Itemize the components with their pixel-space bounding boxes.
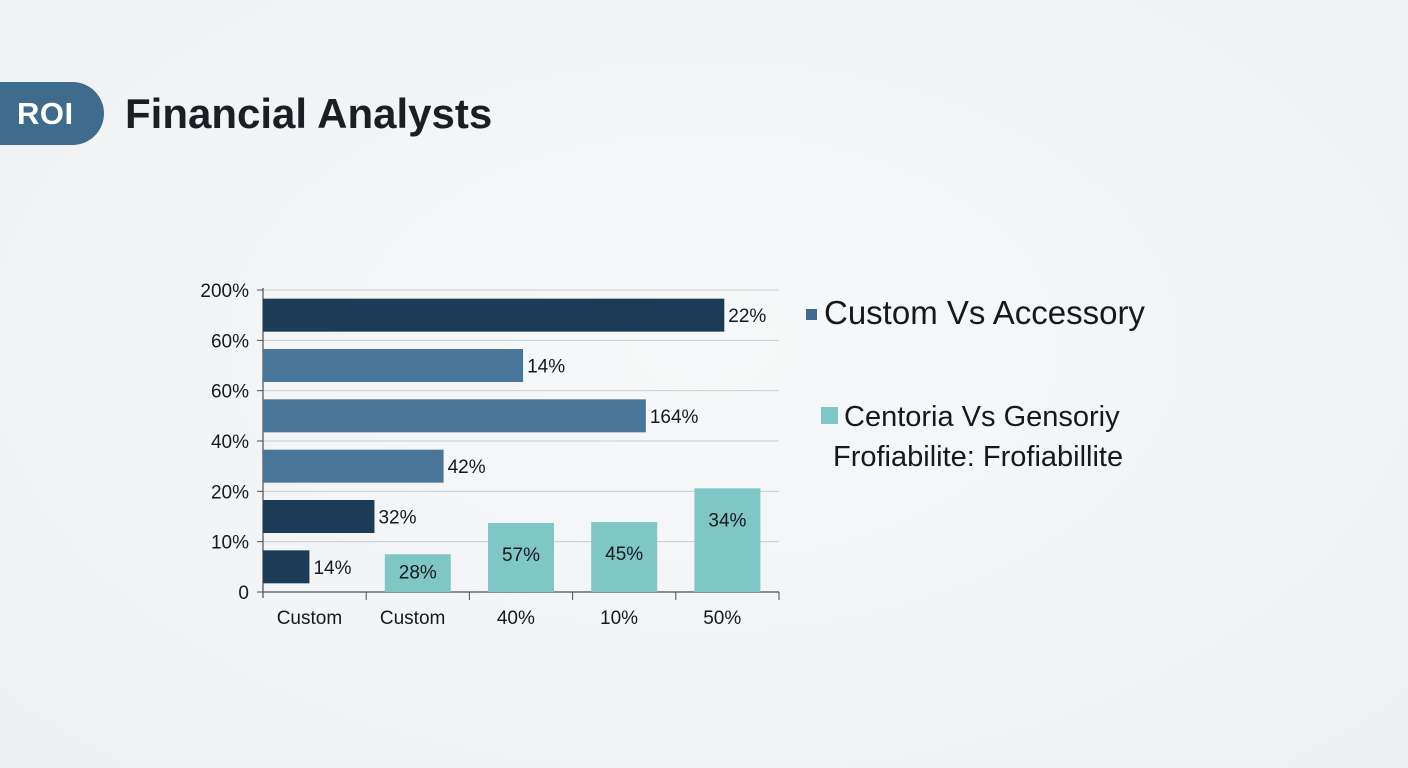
horizontal-bar [263,550,310,584]
vertical-bar-label: 34% [708,510,746,531]
y-tick-label: 60% [211,382,249,403]
horizontal-bar-label: 14% [313,558,351,579]
x-tick-label: Custom [380,608,445,629]
horizontal-bar-label: 14% [527,357,565,378]
vertical-bar-label: 57% [502,545,540,566]
horizontal-bar [263,349,524,382]
x-tick-label: 10% [600,608,638,629]
legend-label-centoria-vs-gensoriy: Centoria Vs Gensoriy [844,401,1120,433]
roi-bar-chart: 200% 60% 60% 40% 20% 10% 0 Custom Custom 40% 10% 50… [200,281,780,629]
page-title: Financial Analysts [125,90,493,137]
vertical-bar [694,488,761,592]
vertical-bar-label: 45% [605,544,643,565]
roi-badge: ROI [0,82,104,145]
legend-label-custom-vs-accessory: Custom Vs Accessory [824,294,1145,331]
legend-swatch-centoria-vs-gensoriy [821,407,838,424]
x-tick-label: 50% [703,608,741,629]
y-tick-label: 40% [211,432,249,453]
x-tick-label: Custom [277,608,342,629]
vertical-bar [384,554,451,592]
horizontal-bar [263,399,646,433]
vertical-bar [488,523,554,592]
horizontal-bar-label: 32% [378,508,416,529]
horizontal-bar-label: 22% [728,306,766,327]
horizontal-bar [263,500,375,533]
horizontal-bar [263,449,444,483]
y-tick-label: 200% [200,281,249,302]
x-tick-label: 40% [497,608,535,629]
legend-swatch-custom-vs-accessory [806,309,817,320]
horizontal-bar-label: 164% [650,407,699,428]
y-tick-label: 0 [238,583,249,604]
horizontal-bar [263,298,725,332]
vertical-bar [591,522,658,592]
horizontal-bar-label: 42% [448,457,486,478]
y-tick-label: 20% [211,482,249,503]
y-tick-label: 10% [211,533,249,554]
vertical-bar-label: 28% [399,562,437,583]
y-tick-label: 60% [211,331,249,352]
legend-sublabel-profitability: Frofiabilite: Frofiabillite [833,441,1124,473]
